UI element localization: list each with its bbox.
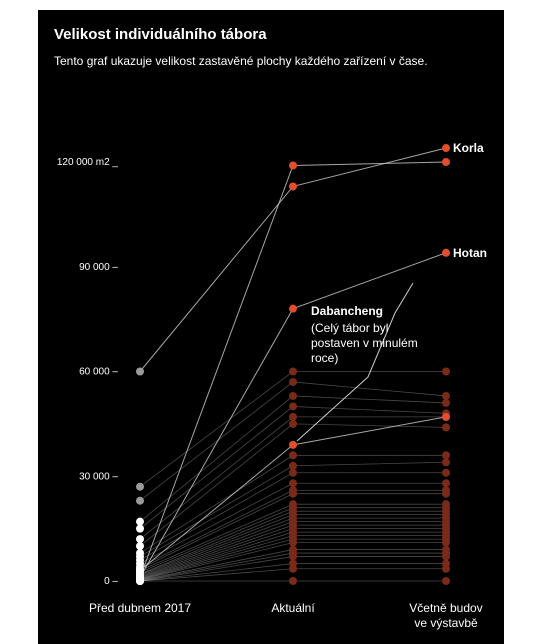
data-point — [289, 419, 297, 428]
data-point — [442, 458, 450, 467]
data-point — [442, 577, 450, 585]
dabancheng-note: roce) — [311, 351, 338, 365]
data-point — [442, 468, 450, 477]
data-point — [289, 367, 297, 376]
data-point — [136, 542, 144, 551]
data-point — [136, 573, 144, 582]
data-point — [442, 248, 450, 257]
data-point — [442, 538, 450, 547]
data-point — [136, 517, 144, 526]
data-point — [289, 402, 297, 411]
data-point — [442, 489, 450, 498]
data-point — [442, 412, 450, 421]
data-point — [289, 440, 297, 449]
x-category-label: Včetně budov ve výstavbě — [409, 601, 482, 630]
chart-title: Velikost individuálního tábora — [54, 26, 267, 43]
data-point — [442, 564, 450, 573]
data-point — [289, 538, 297, 547]
data-point — [289, 489, 297, 498]
data-point — [289, 461, 297, 470]
dabancheng-note: (Celý tábor byl — [311, 321, 388, 335]
hotan-label: Hotan — [453, 246, 487, 260]
y-tick-label: 30 000 – — [79, 471, 118, 482]
data-point — [289, 377, 297, 386]
data-point — [289, 552, 297, 561]
data-point — [289, 451, 297, 460]
data-point — [442, 367, 450, 376]
data-point — [136, 367, 144, 376]
chart-subtitle: Tento graf ukazuje velikost zastavěné pl… — [54, 54, 428, 68]
y-tick-label: 0 – — [104, 576, 118, 587]
data-point — [289, 468, 297, 477]
dabancheng-label: Dabancheng — [311, 304, 383, 318]
y-tick-label: 120 000 m2 _ — [57, 157, 119, 168]
data-point — [442, 144, 450, 153]
data-point — [442, 158, 450, 166]
chart-panel — [38, 10, 504, 644]
y-tick-label: 60 000 – — [79, 367, 118, 378]
data-point — [136, 496, 144, 505]
data-point — [442, 479, 450, 488]
korla-label: Korla — [453, 141, 484, 155]
data-point — [136, 524, 144, 533]
data-point — [442, 552, 450, 561]
data-point — [289, 479, 297, 488]
data-point — [289, 412, 297, 421]
data-point — [136, 566, 144, 575]
x-category-label: Aktuální — [271, 601, 315, 615]
data-point — [136, 535, 144, 544]
data-point — [442, 451, 450, 460]
data-point — [442, 391, 450, 400]
data-point — [289, 391, 297, 400]
x-category-label: Před dubnem 2017 — [89, 601, 191, 615]
data-point — [289, 182, 297, 191]
dabancheng-note: postaven v minulém — [311, 336, 418, 350]
data-point — [442, 423, 450, 432]
data-point — [289, 304, 297, 313]
y-tick-label: 90 000 – — [79, 262, 118, 273]
data-point — [289, 564, 297, 573]
data-point — [289, 161, 297, 170]
data-point — [136, 482, 144, 491]
annotation-leader-line — [296, 282, 414, 442]
data-point — [442, 398, 450, 407]
data-point — [289, 577, 297, 585]
